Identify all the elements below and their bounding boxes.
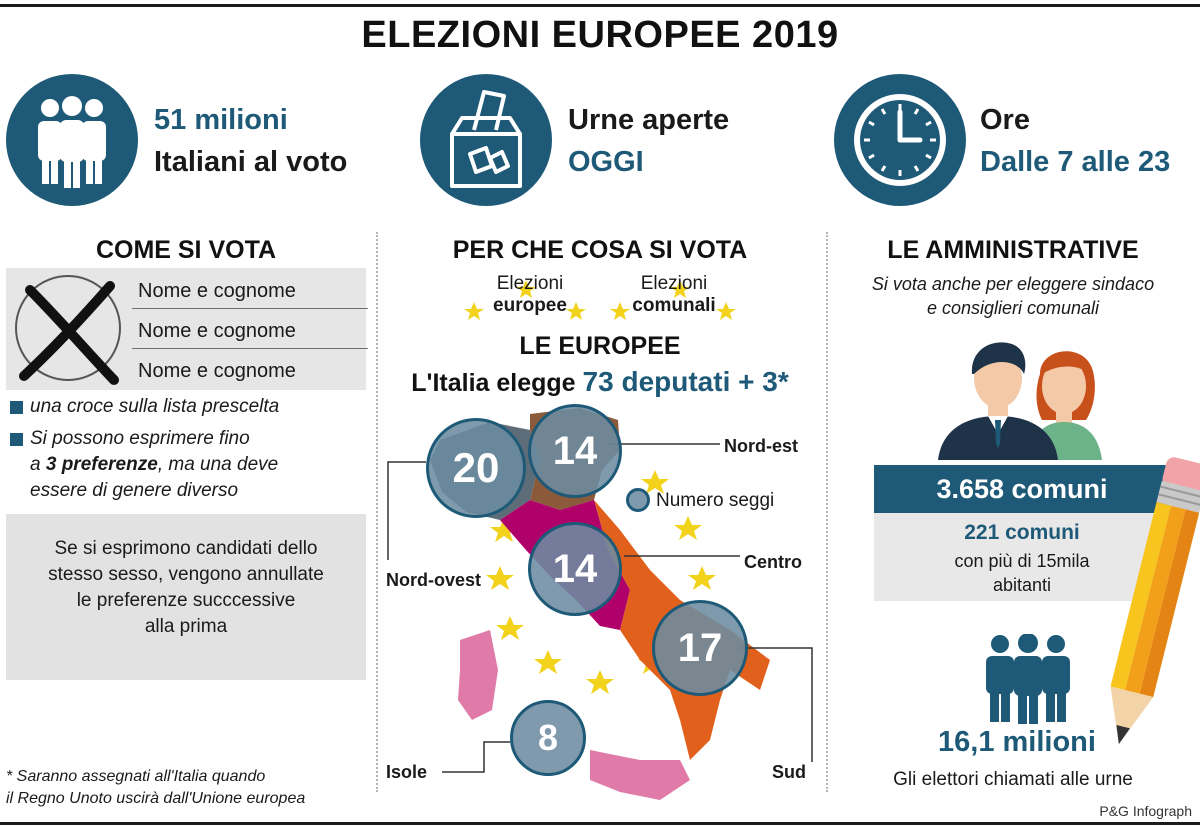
couple-icon (938, 342, 1102, 460)
star-icon (464, 280, 736, 320)
preferences-highlight: 3 preferenze (45, 454, 158, 475)
region-centro: Centro (744, 552, 802, 572)
voters-administrative-caption: Gli elettori chiamati alle urne (893, 769, 1133, 790)
ballot-line (132, 308, 368, 309)
hours-label: Ore (980, 104, 1030, 136)
page-title: ELEZIONI EUROPEE 2019 (361, 14, 839, 56)
comuni-total: 3.658 comuni (874, 465, 1170, 513)
europee-title: LE EUROPEE (519, 332, 681, 360)
big-comuni-box: 221 comuni con più di 15mila abitanti (874, 513, 1170, 601)
cross-mark-icon (15, 275, 121, 385)
ballot-box-icon (420, 74, 552, 206)
how-to-vote-title: COME SI VOTA (95, 236, 277, 264)
ballot-name: Nome e cognome (138, 320, 296, 342)
bullet-line: , ma una deve (157, 454, 279, 475)
urns-when: OGGI (568, 146, 644, 178)
region-nord-est: Nord-est (724, 436, 799, 456)
big-comuni-count: 221 comuni (964, 521, 1080, 544)
ballot-sample: Nome e cognome Nome e cognome Nome e cog… (6, 268, 368, 390)
seat-sud: 17 (652, 600, 748, 696)
footnote: * Saranno assegnati all'Italia quando il… (6, 768, 306, 807)
legend-circle (626, 488, 650, 512)
what-to-vote-title: PER CHE COSA SI VOTA (452, 236, 748, 264)
elects-line: L'Italia elegge 73 deputati + 3* (411, 366, 789, 397)
legend-label: Numero seggi (656, 490, 775, 511)
seat-nord-ovest: 20 (426, 418, 526, 518)
seat-isole: 8 (510, 700, 586, 776)
same-gender-note: Se si esprimono candidati dello stesso s… (6, 514, 366, 680)
voters-label: Italiani al voto (154, 146, 348, 178)
bullet-line: essere di genere diverso (30, 480, 239, 501)
bottom-rule (0, 822, 1200, 825)
voters-count: 51 milioni (154, 104, 288, 136)
bullet-text: Si possono esprimere fino a 3 preferenze… (30, 426, 278, 504)
hours-range: Dalle 7 alle 23 (980, 146, 1171, 178)
administrative-subtitle: Si vota anche per eleggere sindaco e con… (871, 274, 1155, 318)
ballot-name: Nome e cognome (138, 360, 296, 382)
people-icon (6, 74, 138, 206)
big-comuni-caption: con più di 15mila abitanti (954, 551, 1090, 595)
voters-people-icon (986, 634, 1070, 724)
bullet-line: a (30, 454, 46, 475)
bullet-marker (10, 401, 23, 414)
voters-administrative-count: 16,1 milioni (938, 726, 1096, 758)
urns-label: Urne aperte (568, 104, 730, 136)
bullet-text: una croce sulla lista prescelta (30, 396, 280, 417)
region-nord-ovest: Nord-ovest (386, 570, 482, 590)
note-text: Se si esprimono candidati dello stesso s… (48, 538, 324, 637)
bullet-marker (10, 433, 23, 446)
election-european: Elezioni europee (493, 273, 567, 316)
seat-nord-est: 14 (528, 404, 622, 498)
ballot-line (132, 348, 368, 349)
pencil-icon (1110, 457, 1200, 745)
region-isole: Isole (386, 762, 428, 782)
ballot-name: Nome e cognome (138, 280, 296, 302)
election-municipal: Elezioni comunali (632, 273, 716, 316)
credit: P&G Infograph (1099, 803, 1192, 819)
region-sud: Sud (772, 762, 806, 782)
separator-left (376, 232, 378, 792)
administrative-title: LE AMMINISTRATIVE (887, 236, 1139, 264)
top-rule (0, 4, 1200, 7)
separator-right (826, 232, 828, 792)
clock-icon (834, 74, 966, 206)
bullet-line: Si possono esprimere fino (30, 428, 250, 449)
seat-centro: 14 (528, 522, 622, 616)
